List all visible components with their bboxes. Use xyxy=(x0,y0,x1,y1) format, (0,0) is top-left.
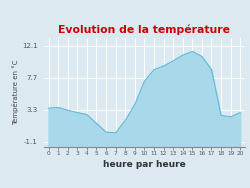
Y-axis label: Température en °C: Température en °C xyxy=(12,59,19,125)
X-axis label: heure par heure: heure par heure xyxy=(103,160,186,169)
Title: Evolution de la température: Evolution de la température xyxy=(58,25,230,35)
